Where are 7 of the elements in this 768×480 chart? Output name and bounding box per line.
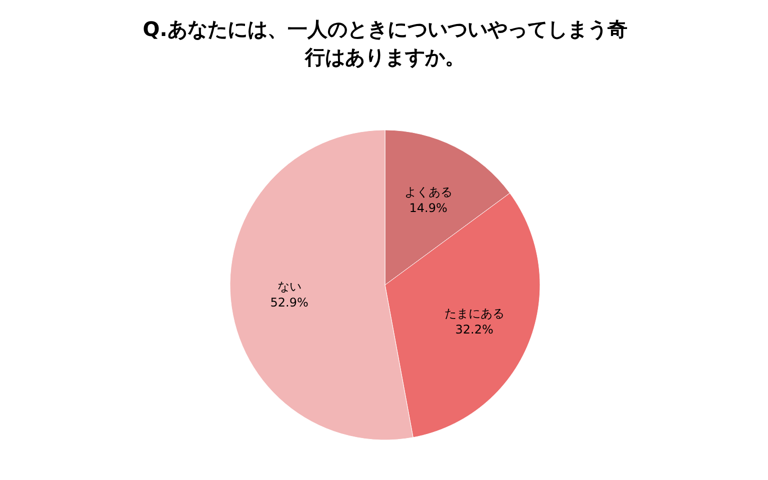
data-label: 32.2% (455, 322, 494, 336)
slice-label: ない (277, 280, 302, 294)
slice-label: よくある (404, 185, 452, 200)
slice-label: たまにある (444, 306, 504, 320)
data-label: 52.9% (270, 296, 308, 310)
chart-title: Q.あなたには、一人のときについついやってしまう奇行はありますか。 (142, 17, 628, 69)
data-label: 14.9% (409, 201, 448, 216)
